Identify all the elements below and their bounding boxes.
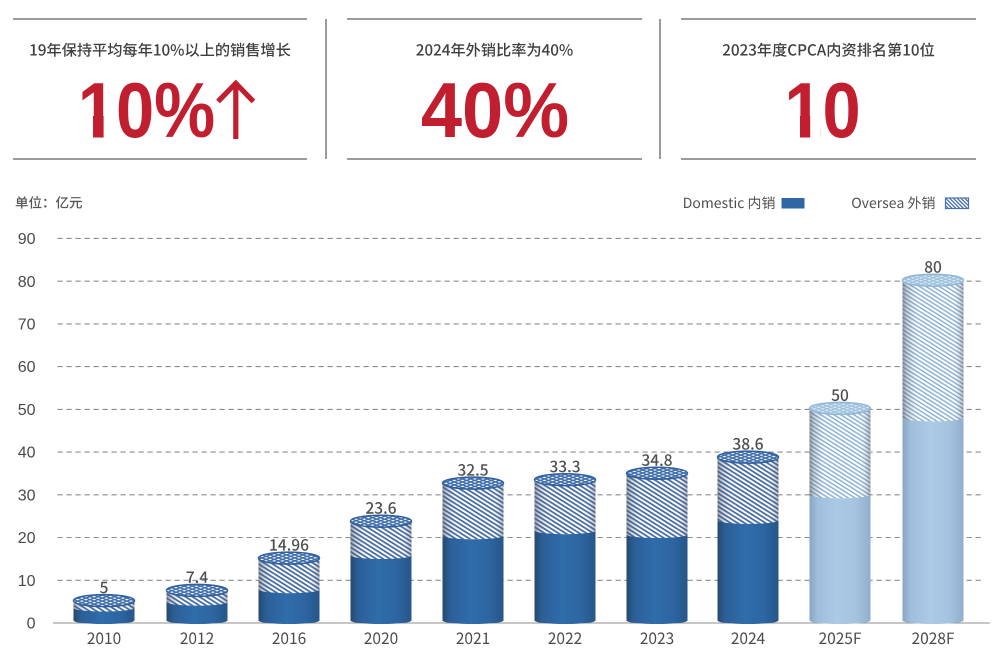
svg-text:70: 70: [18, 317, 36, 334]
svg-text:10: 10: [784, 66, 860, 154]
svg-text:60: 60: [18, 359, 36, 376]
svg-text:10: 10: [18, 573, 36, 590]
svg-text:40: 40: [18, 445, 36, 462]
svg-text:90: 90: [18, 231, 36, 248]
svg-text:10%: 10%: [78, 66, 215, 154]
svg-text:50: 50: [18, 402, 36, 419]
svg-text:20: 20: [18, 530, 36, 547]
svg-text:40%: 40%: [421, 67, 569, 154]
svg-text:0: 0: [27, 616, 36, 633]
svg-text:80: 80: [18, 274, 36, 291]
svg-text:30: 30: [18, 487, 36, 504]
